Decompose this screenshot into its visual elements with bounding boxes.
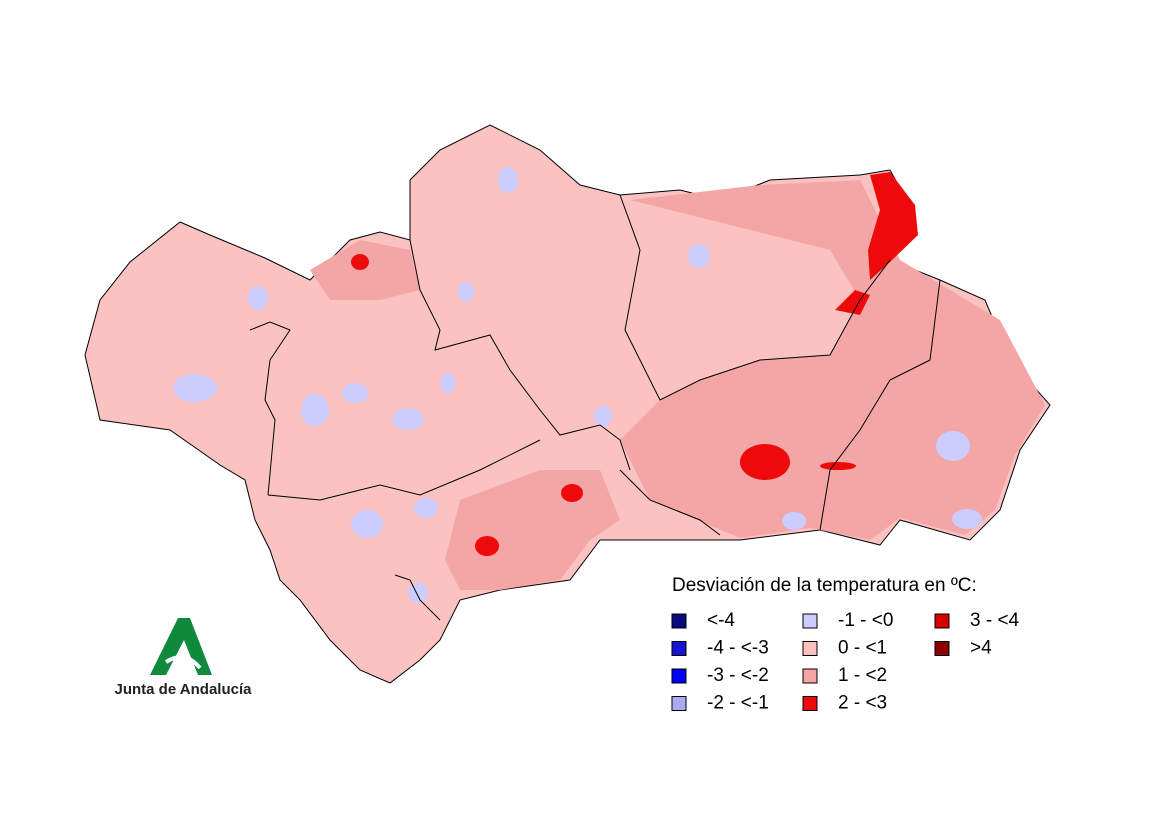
warm-zone (310, 240, 420, 300)
legend-label: -4 - <-3 (707, 638, 769, 659)
legend-label: 2 - <3 (838, 693, 887, 714)
legend-swatch (934, 613, 950, 629)
hot-zone (351, 254, 369, 270)
cool-zone (173, 374, 217, 402)
province-border (394, 574, 441, 621)
legend-title: Desviación de la temperatura en ºC: (672, 575, 977, 596)
hot-zone (475, 536, 499, 556)
province-border (819, 279, 941, 531)
cool-zone (952, 509, 982, 529)
legend-label: -2 - <-1 (707, 693, 769, 714)
legend-swatch (802, 641, 818, 656)
legend-swatch (802, 668, 818, 684)
logo-mark (164, 655, 202, 670)
cool-zone (414, 498, 438, 518)
province-border (409, 239, 631, 471)
legend: Desviación de la temperatura en ºC: <-4 -… (671, 575, 1020, 714)
province-borders (249, 194, 941, 621)
cool-zone (688, 244, 710, 268)
cool-zone (498, 167, 518, 193)
province-border (249, 321, 291, 496)
cool-zone (301, 394, 329, 426)
hot-zone (820, 462, 856, 470)
cool-zone (440, 373, 456, 393)
hot-zone (740, 444, 790, 480)
legend-label: 3 - <4 (970, 610, 1020, 631)
province-border (267, 439, 541, 501)
cool-zone (782, 512, 806, 530)
cool-zone (248, 286, 268, 310)
legend-swatch (671, 613, 687, 629)
hot-zone (868, 172, 918, 280)
region-map (84, 124, 1051, 684)
cool-zones (173, 167, 982, 603)
legend-swatch (802, 696, 818, 711)
logo-text: Junta de Andalucía (115, 681, 253, 698)
cool-zone (351, 510, 383, 538)
legend-label: -1 - <0 (838, 610, 893, 631)
legend-swatch (934, 641, 950, 656)
cool-zone (392, 408, 424, 430)
cool-zone (594, 406, 612, 426)
legend-label: >4 (970, 638, 992, 659)
legend-label: <-4 (707, 610, 735, 631)
legend-swatch (802, 613, 818, 629)
logo: Junta de Andalucía (115, 618, 253, 698)
cool-zone (936, 431, 970, 461)
province-border (619, 194, 891, 401)
legend-swatch (671, 696, 687, 711)
cool-zone (342, 383, 368, 403)
cool-zone (408, 583, 428, 603)
hot-zone (561, 484, 583, 502)
legend-label: -3 - <-2 (707, 665, 769, 686)
legend-swatch (671, 668, 687, 684)
hot-zone (835, 290, 870, 315)
legend-label: 0 - <1 (838, 638, 887, 659)
legend-label: 1 - <2 (838, 665, 887, 686)
province-border (619, 469, 721, 536)
cool-zone (458, 282, 474, 302)
legend-swatch (671, 641, 687, 656)
